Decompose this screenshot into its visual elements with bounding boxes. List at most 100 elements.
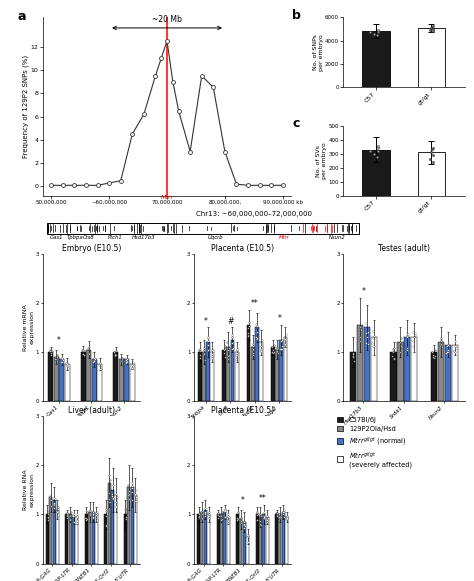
- Point: [273, 344, 281, 353]
- Point: [237, 517, 245, 526]
- Point: [196, 345, 204, 354]
- Bar: [285, 517, 288, 564]
- Text: *: *: [362, 287, 365, 296]
- Bar: [130, 364, 135, 401]
- Point: [122, 506, 129, 515]
- Point: [132, 490, 139, 500]
- Bar: [275, 514, 278, 564]
- Text: b: b: [292, 9, 301, 22]
- Bar: [56, 510, 59, 564]
- Point: [197, 353, 204, 363]
- Point: [205, 509, 213, 518]
- Bar: [279, 514, 282, 564]
- Point: [245, 531, 252, 540]
- Point: [197, 350, 204, 360]
- Bar: [262, 514, 265, 564]
- Point: [257, 520, 265, 529]
- Bar: [452, 345, 458, 401]
- Point: [220, 507, 228, 516]
- Point: [410, 328, 417, 337]
- Point: [257, 342, 265, 351]
- Point: [50, 493, 57, 503]
- Point: [198, 513, 206, 522]
- Point: [225, 346, 232, 355]
- Point: [283, 514, 291, 523]
- Point: [349, 353, 357, 362]
- Point: [276, 514, 284, 523]
- Point: [268, 342, 276, 352]
- Point: [90, 357, 97, 367]
- Point: [128, 363, 136, 372]
- Point: [221, 505, 229, 514]
- Bar: [404, 338, 410, 401]
- Point: [264, 514, 272, 523]
- Text: Chr13: ~60,000,000–72,000,000: Chr13: ~60,000,000–72,000,000: [196, 211, 311, 217]
- Point: [254, 510, 261, 519]
- Point: [373, 31, 381, 40]
- Point: [228, 330, 236, 339]
- Point: [63, 508, 71, 518]
- Point: [278, 341, 285, 350]
- Point: [214, 508, 222, 518]
- Text: ~20 Mb: ~20 Mb: [152, 16, 182, 24]
- Bar: [124, 514, 127, 564]
- Text: Hsd17b3: Hsd17b3: [132, 235, 155, 240]
- Point: [47, 503, 55, 512]
- Point: [85, 349, 93, 358]
- Point: [224, 515, 232, 525]
- Point: [258, 336, 265, 345]
- Bar: [85, 514, 88, 564]
- Bar: [108, 482, 111, 564]
- Point: [221, 345, 228, 354]
- Point: [253, 334, 260, 343]
- Point: [73, 516, 81, 525]
- Point: [96, 360, 103, 370]
- Point: [276, 512, 284, 522]
- Point: [201, 356, 209, 365]
- Point: [209, 351, 216, 360]
- Text: *: *: [277, 314, 281, 323]
- Point: [233, 346, 240, 355]
- Point: [244, 532, 251, 541]
- Point: [196, 346, 203, 355]
- Point: [63, 361, 70, 370]
- Text: *: *: [57, 336, 61, 345]
- Point: [357, 325, 365, 334]
- Point: [429, 150, 437, 160]
- Point: [54, 502, 62, 511]
- Point: [240, 523, 248, 533]
- Point: [258, 344, 265, 353]
- Title: Liver (adult): Liver (adult): [68, 407, 115, 415]
- Point: [64, 358, 71, 368]
- Point: [260, 508, 267, 517]
- Point: [90, 508, 97, 517]
- Point: [112, 350, 120, 360]
- Point: [202, 504, 210, 514]
- Point: [106, 497, 114, 507]
- Y-axis label: No. of SNPs
per embryo: No. of SNPs per embryo: [313, 34, 324, 71]
- Bar: [275, 350, 279, 401]
- Point: [410, 336, 417, 346]
- Point: [229, 343, 237, 353]
- Point: [438, 340, 445, 349]
- Point: [254, 335, 261, 344]
- Bar: [91, 512, 95, 564]
- Point: [245, 317, 252, 327]
- Point: [122, 505, 129, 514]
- Point: [240, 520, 248, 529]
- Point: [85, 349, 93, 358]
- Point: [260, 512, 267, 521]
- Point: [64, 363, 72, 372]
- Point: [254, 515, 261, 525]
- Point: [237, 513, 245, 522]
- Point: [51, 354, 59, 363]
- Bar: [49, 497, 52, 564]
- Point: [46, 492, 54, 501]
- Point: [93, 509, 101, 518]
- Point: [122, 512, 130, 521]
- Bar: [255, 328, 259, 401]
- Point: [403, 329, 411, 338]
- Point: [245, 330, 252, 339]
- Point: [47, 496, 55, 505]
- Point: [218, 515, 225, 525]
